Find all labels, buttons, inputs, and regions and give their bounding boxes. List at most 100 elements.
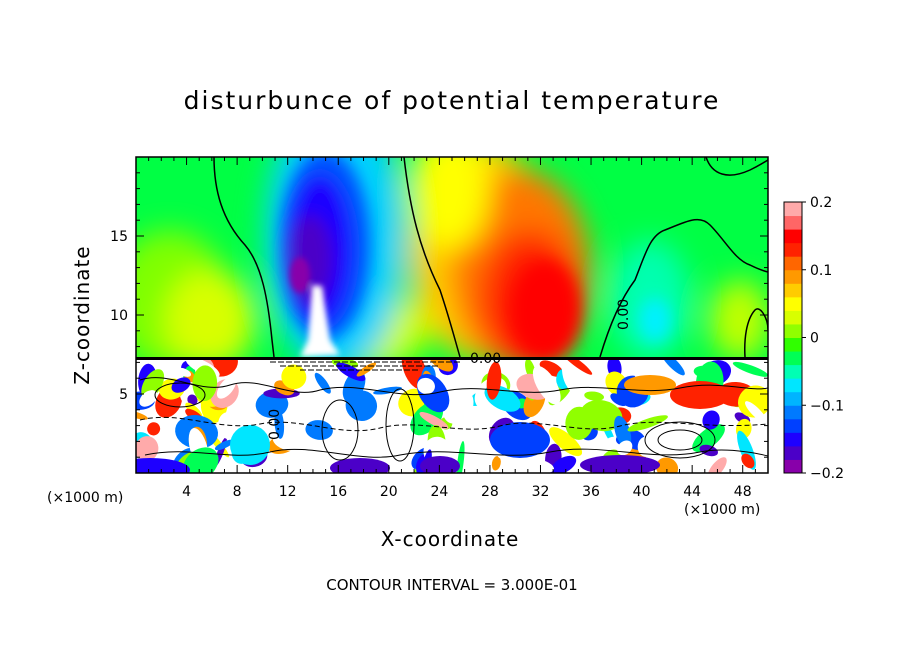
y-axis-title: Z-coordinate [70,245,94,385]
turbulence-patch [216,376,237,399]
x-tick-label: 20 [380,484,398,500]
y-tick-label: 15 [110,229,128,245]
turbulence-patch [357,444,378,464]
turbulence-patch [346,420,375,449]
contour-interval-note: CONTOUR INTERVAL = 3.000E-01 [326,576,578,594]
contour-label: 0.00 [616,299,632,330]
x-tick-label: 40 [633,484,651,500]
turbulence-patch [442,389,474,424]
x-tick-label: 24 [430,484,448,500]
turbulence-patch [483,411,498,419]
turbulence-patch [428,357,454,372]
colorbar-swatch [784,405,802,420]
turbulence-patch [732,361,768,377]
y-axis: 5 10 15 [110,172,768,458]
turbulence-patch [214,439,234,451]
turbulence-patch [373,386,402,395]
turbulence-patch [171,377,191,393]
colorbar-swatch [784,283,802,298]
turbulence-patch [637,436,655,457]
colorbar-swatch [784,296,802,311]
turbulence-patch [624,375,676,395]
x-unit-label-right: (×1000 m) [684,502,761,518]
turbulence-patch [580,455,660,473]
colorbar-tick-label: −0.2 [810,466,844,482]
x-tick-label: 32 [532,484,550,500]
colorbar-swatch [784,391,802,406]
turbulence-patch [187,394,198,406]
colorbar-tick-label: −0.1 [810,398,844,414]
turbulence-patch [627,415,668,432]
colorbar-swatch [784,418,802,433]
y-tick-label: 10 [110,308,128,324]
turbulence-patch [551,455,577,473]
colorbar-swatch [784,242,802,257]
colorbar-swatch [784,432,802,447]
turbulence-patch [692,424,725,452]
turbulence-patch [745,401,768,424]
x-tick-label: 8 [233,484,242,500]
turbulence-patch [741,453,755,469]
x-tick-label: 36 [582,484,600,500]
colorbar-swatch [784,269,802,284]
turbulence-patch [745,376,759,384]
x-tick-label: 48 [734,484,752,500]
colorbar-swatch [784,215,802,230]
colorbar-swatch [784,229,802,244]
turbulence-patch [141,369,165,399]
x-axis: 4 8 12 16 20 24 28 32 36 40 44 48 [148,157,756,500]
y-tick-label: 5 [119,387,128,403]
turbulence-patch [560,357,593,375]
turbulence-patch [136,458,190,473]
x-tick-label: 16 [329,484,347,500]
turbulence-patch [584,391,605,401]
chart-title: disturbunce of potential temperature [183,86,721,115]
turbulence-patch [281,364,307,390]
turbulence-patch [419,412,449,430]
colorbar-swatch [784,310,802,325]
turbulence-patch [420,456,460,473]
contour-label: 0.00 [470,351,501,367]
colorbar-swatch [784,364,802,379]
colorbar-swatch [784,337,802,352]
turbulence-patch [491,455,501,471]
colorbar: 0.2 0.1 0 −0.1 −0.2 [783,195,844,482]
turbulence-patch [610,393,627,407]
turbulence-patch [614,415,632,448]
turbulence-patch [136,436,159,462]
x-tick-label: 4 [182,484,191,500]
x-unit-label-left: (×1000 m) [47,490,124,506]
turbulence-patch [285,405,306,449]
x-tick-label: 44 [683,484,701,500]
turbulence-patch [737,385,768,418]
turbulence-patch [147,422,161,436]
turbulence-patch [707,457,727,473]
turbulence-patch [490,422,550,458]
colorbar-tick-label: 0.2 [810,195,832,211]
turbulence-patch [345,390,378,421]
turbulence-patch [177,367,192,377]
turbulence-patch [532,365,561,405]
colorbar-swatch [784,256,802,271]
colorbar-swatch [784,378,802,393]
colorbar-swatch [784,445,802,460]
x-axis-title: X-coordinate [380,527,520,551]
turbulence-patch [304,390,317,410]
colorbar-swatch [784,351,802,366]
turbulence-patch [501,360,516,376]
turbulence-patch [192,365,218,402]
turbulence-patch [305,420,333,440]
upper-field [136,157,768,357]
turbulence-patch [417,377,435,395]
turbulence-patch [565,406,593,440]
turbulence-patch [670,381,730,409]
contour-label: 0.00 [267,409,283,440]
x-tick-label: 12 [279,484,297,500]
colorbar-tick-label: 0.1 [810,263,832,279]
turbulence-patch [531,459,555,473]
colorbar-tick-label: 0 [810,331,819,347]
colorbar-swatch [784,323,802,338]
colorbar-swatch [784,202,802,217]
lower-field [136,357,768,473]
